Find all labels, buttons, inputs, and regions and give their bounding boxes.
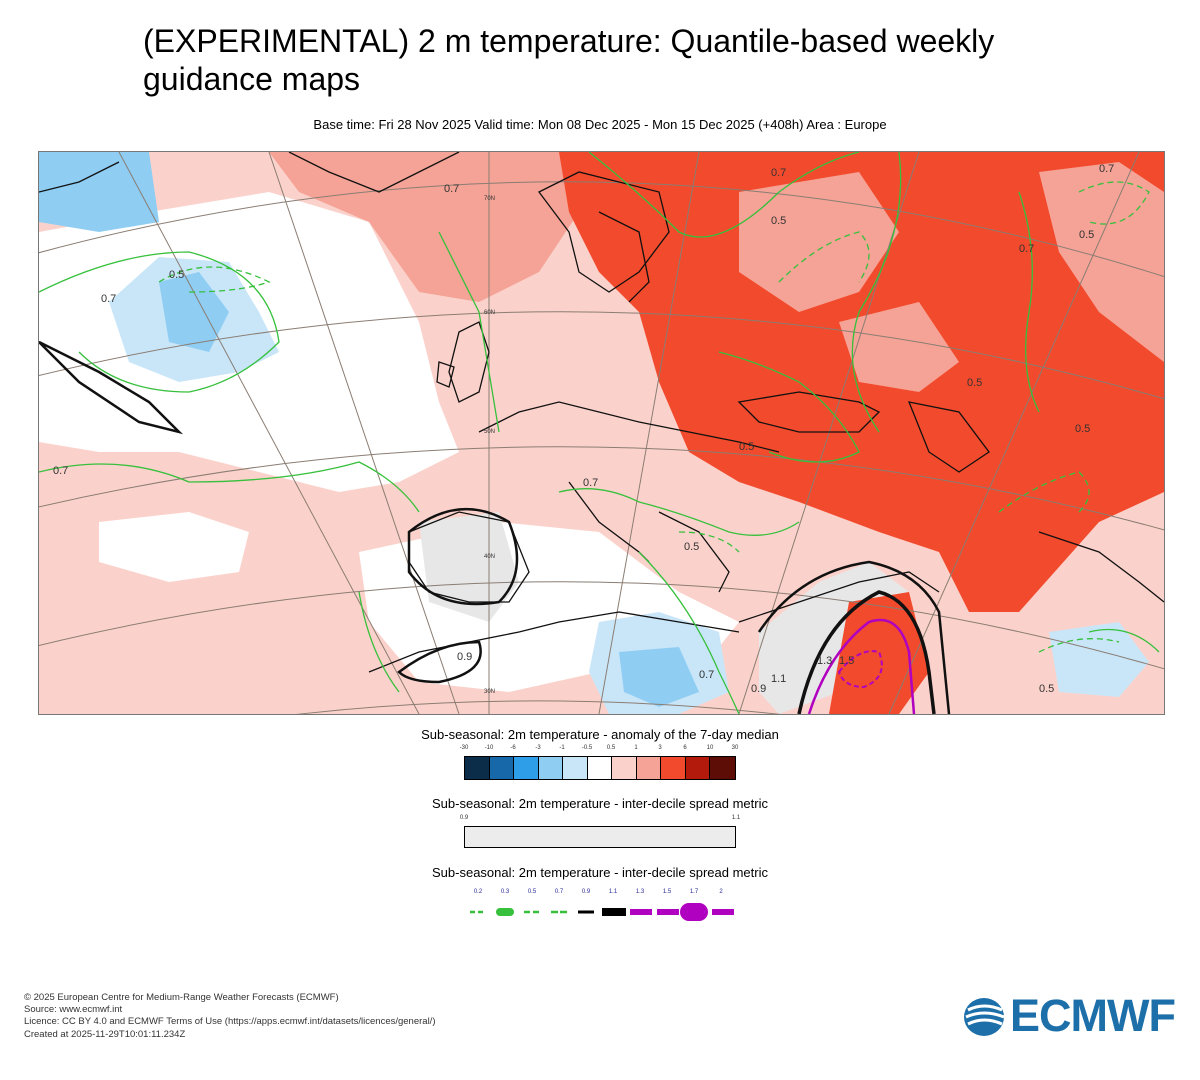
colorbar-swatch bbox=[685, 757, 710, 779]
colorbar-swatch bbox=[710, 757, 735, 779]
footer-licence: Licence: CC BY 4.0 and ECMWF Terms of Us… bbox=[24, 1016, 436, 1028]
contour-label: 0.7 bbox=[444, 183, 459, 195]
lat-label-60n: 60N bbox=[484, 310, 495, 316]
footer: © 2025 European Centre for Medium-Range … bbox=[24, 992, 436, 1041]
graticule bbox=[39, 152, 1164, 714]
warm-area-central-russia bbox=[839, 302, 959, 392]
line-sample-1.7 bbox=[680, 903, 708, 921]
map-subtitle: Base time: Fri 28 Nov 2025 Valid time: M… bbox=[313, 117, 887, 132]
legend-tick: -30 bbox=[459, 745, 469, 751]
spread-contour-0.9 bbox=[39, 340, 951, 714]
contour-label: 0.5 bbox=[169, 269, 184, 281]
ecmwf-logo-icon bbox=[964, 998, 1005, 1036]
legend-tick: 0.9 bbox=[459, 815, 469, 821]
spread-contour-1.1 bbox=[797, 590, 936, 714]
colorbar-swatch bbox=[538, 757, 563, 779]
footer-source: Source: www.ecmwf.int bbox=[24, 1004, 123, 1016]
forecast-map[interactable]: 70N 60N 50N 40N 30N 0.5 0.7 0.7 0.7 0.5 … bbox=[38, 151, 1165, 715]
cold-area-north-africa-core bbox=[619, 647, 699, 707]
contour-label: 0.5 bbox=[739, 441, 754, 453]
neutral-area-sw-atlantic bbox=[99, 512, 249, 582]
legend-tick: 1.1 bbox=[731, 815, 741, 821]
contour-label: 0.5 bbox=[1075, 423, 1090, 435]
contour-label: 0.5 bbox=[684, 541, 699, 553]
contour-label: 0.7 bbox=[1099, 163, 1114, 175]
colorbar-swatch bbox=[636, 757, 661, 779]
contour-label: 0.7 bbox=[1019, 243, 1034, 255]
contour-label: 0.9 bbox=[751, 683, 766, 695]
legend-tick: 1 bbox=[634, 745, 638, 751]
contour-label: 0.9 bbox=[457, 651, 472, 663]
footer-copyright: © 2025 European Centre for Medium-Range … bbox=[24, 992, 339, 1003]
legend-tick: 0.7 bbox=[554, 889, 564, 895]
map-svg: 70N 60N 50N 40N 30N 0.5 0.7 0.7 0.7 0.5 … bbox=[39, 152, 1164, 714]
legend-spread-lines-title: Sub-seasonal: 2m temperature - inter-dec… bbox=[432, 865, 768, 880]
legend-tick: 0.2 bbox=[473, 889, 483, 895]
legend-spread-shade-title: Sub-seasonal: 2m temperature - inter-dec… bbox=[432, 796, 768, 811]
warm-area-north-atlantic bbox=[269, 152, 579, 302]
contour-label: 1.1 bbox=[771, 673, 786, 685]
legend-tick: 1.5 bbox=[662, 889, 672, 895]
cold-area-middle-east bbox=[1049, 622, 1149, 697]
colorbar-swatch bbox=[514, 757, 539, 779]
colorbar-swatch bbox=[661, 757, 686, 779]
contour-label: 0.7 bbox=[53, 465, 68, 477]
legend-tick: 30 bbox=[731, 745, 739, 751]
legend-tick: 0.5 bbox=[527, 889, 537, 895]
legend-tick: -0.5 bbox=[581, 745, 593, 751]
spread-area-iberia bbox=[419, 512, 519, 622]
legend-tick: 6 bbox=[683, 745, 687, 751]
footer-created: Created at 2025-11-29T10:01:11.234Z bbox=[24, 1028, 186, 1040]
contour-label: 1.3 bbox=[817, 655, 832, 667]
legend-tick: 0.5 bbox=[606, 745, 616, 751]
ecmwf-logo-text: ECMWF bbox=[1010, 990, 1176, 1041]
map-title: (EXPERIMENTAL) 2 m temperature: Quantile… bbox=[143, 23, 995, 97]
contour-label: 0.7 bbox=[101, 293, 116, 305]
colorbar-swatch bbox=[489, 757, 514, 779]
legend-spread-lines-samples bbox=[470, 903, 734, 921]
contour-label: 0.7 bbox=[699, 669, 714, 681]
legend-anomaly-colorbar bbox=[464, 756, 736, 780]
contour-label: 0.7 bbox=[771, 167, 786, 179]
cold-area-greenland bbox=[39, 152, 159, 232]
lat-label-70n: 70N bbox=[484, 196, 495, 202]
legend-tick: 1.7 bbox=[689, 889, 699, 895]
contour-label: 0.5 bbox=[771, 215, 786, 227]
contour-labels: 0.5 0.7 0.7 0.7 0.5 0.7 0.7 0.5 0.5 0.7 … bbox=[53, 163, 1114, 695]
legend-tick: -3 bbox=[535, 745, 541, 751]
spread-contour-1.3 bbox=[807, 618, 916, 714]
legend-tick: -6 bbox=[510, 745, 516, 751]
lat-label-30n: 30N bbox=[484, 689, 495, 695]
legend-anomaly-title: Sub-seasonal: 2m temperature - anomaly o… bbox=[421, 727, 779, 742]
contour-label: 0.5 bbox=[1079, 229, 1094, 241]
legend-tick: -1 bbox=[559, 745, 565, 751]
contour-label: 1.5 bbox=[839, 655, 854, 667]
legend-tick: 1.3 bbox=[635, 889, 645, 895]
spread-contour-1.5 bbox=[837, 650, 883, 689]
contour-label: 0.5 bbox=[967, 377, 982, 389]
colorbar-swatch bbox=[563, 757, 588, 779]
lat-label-50n: 50N bbox=[484, 429, 495, 435]
line-sample-0.3 bbox=[496, 908, 514, 916]
colorbar-swatch bbox=[465, 757, 490, 779]
colorbar-swatch bbox=[612, 757, 637, 779]
contour-label: 0.7 bbox=[583, 477, 598, 489]
legend-tick: 0.9 bbox=[581, 889, 591, 895]
warm-area-russia-north bbox=[739, 172, 899, 312]
lat-label-40n: 40N bbox=[484, 554, 495, 560]
spread-contour-0.7 bbox=[39, 152, 1160, 714]
spread-contour-0.5 bbox=[158, 181, 1150, 653]
legend-tick: 2 bbox=[719, 889, 723, 895]
warm-area-urals bbox=[1039, 162, 1164, 362]
legend-tick: 1.1 bbox=[608, 889, 618, 895]
legend-tick: 3 bbox=[658, 745, 662, 751]
colorbar-swatch bbox=[587, 757, 612, 779]
legend-tick: -10 bbox=[484, 745, 494, 751]
legend-spread-shade-bar bbox=[464, 826, 736, 848]
legend-tick: 0.3 bbox=[500, 889, 510, 895]
legend-tick: 10 bbox=[706, 745, 714, 751]
contour-label: 0.5 bbox=[1039, 683, 1054, 695]
